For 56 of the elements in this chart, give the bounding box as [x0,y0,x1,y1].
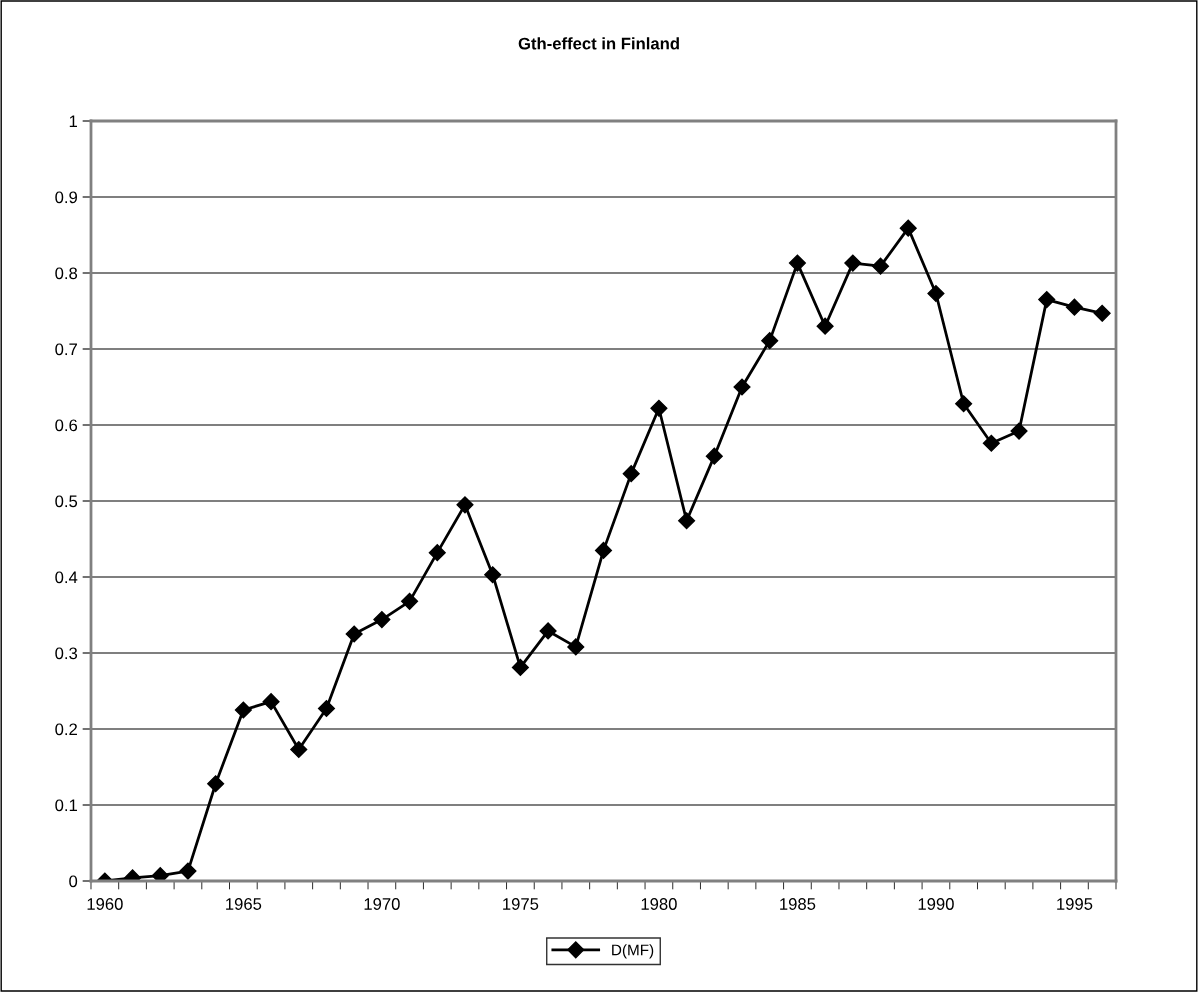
point [899,219,917,237]
y-tick-label: 0.5 [55,495,78,508]
x-tick-label: 1990 [918,898,954,910]
point [705,447,723,465]
point [234,701,252,719]
point [788,254,806,272]
y-tick-label: 0.3 [55,647,78,660]
point [207,775,225,793]
x-tick-label: 1995 [1057,898,1093,910]
x-tick-label: 1960 [87,898,123,910]
point [345,625,363,643]
point [290,740,308,759]
point [262,693,280,711]
chart-title: Gth-effect in Finland [518,37,679,50]
y-tick-label: 0.4 [55,571,78,584]
point [622,465,640,483]
point [428,544,446,562]
point [567,638,585,656]
point [1065,298,1083,316]
x-tick-label: 1965 [226,898,262,910]
point [816,317,834,335]
point [1010,422,1028,440]
x-tick-label: 1985 [780,898,816,910]
legend-label: D(MF) [612,944,654,959]
point [179,862,197,880]
point [650,399,668,417]
point [871,257,890,275]
point [982,434,1000,452]
point [761,332,779,350]
y-tick-label: 0.9 [55,191,78,204]
point [456,496,474,514]
y-tick-label: 0 [69,875,78,888]
point [678,512,696,530]
point [1093,304,1111,322]
point [955,395,973,413]
point [594,541,613,559]
point [927,284,945,303]
point [151,867,169,881]
y-tick-label: 1 [69,115,77,128]
y-tick-label: 0.1 [55,799,77,812]
point [373,611,391,629]
point [401,592,419,610]
y-tick-label: 0.6 [55,419,78,432]
y-tick-label: 0.7 [55,343,77,356]
point [511,658,529,676]
y-tick-label: 0.2 [55,723,77,736]
point [733,378,751,396]
y-tick-label: 0.8 [55,267,78,280]
x-tick-label: 1975 [503,898,539,910]
point [317,699,336,718]
point [484,566,502,584]
x-tick-label: 1970 [364,898,400,910]
point [539,622,557,640]
point [844,254,862,272]
x-tick-label: 1980 [641,898,677,910]
point [1038,291,1056,309]
